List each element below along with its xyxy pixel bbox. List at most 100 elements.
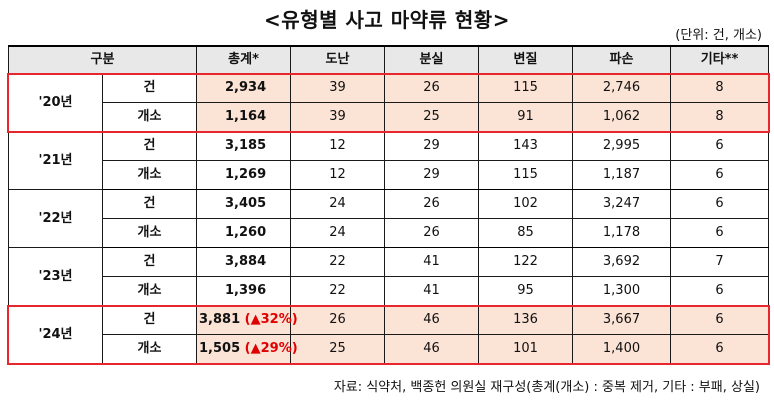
value-cell: 1,062: [572, 102, 672, 132]
value-cell: 24: [290, 218, 386, 248]
kind-cell: 건: [101, 73, 198, 103]
value-cell: 3,692: [572, 247, 672, 277]
value-cell: 26: [384, 189, 480, 219]
value-cell: 39: [290, 102, 386, 132]
header-deterioration: 변질: [478, 45, 574, 74]
value-cell: 6: [670, 334, 770, 364]
value-cell: 26: [290, 305, 386, 335]
value-cell: 85: [478, 218, 574, 248]
change-rate: (▲32%): [244, 312, 298, 327]
table-row: '22년 건 3,405 24 26 102 3,247 6: [8, 189, 770, 248]
value-cell: 29: [384, 160, 480, 190]
value-cell: 1,300: [572, 276, 672, 306]
year-cell: '23년: [8, 247, 103, 306]
value-cell: 1,187: [572, 160, 672, 190]
table-row: 개소 1,260 24 26 85 1,178 6: [9, 218, 770, 248]
header-loss: 분실: [384, 45, 480, 74]
value-cell: 46: [384, 334, 480, 364]
value-cell: 26: [384, 218, 480, 248]
total-cell: 1,396: [196, 276, 292, 306]
table-row: 개소 1,505 (▲29%) 25 46 101 1,400 6: [9, 334, 770, 364]
value-cell: 115: [478, 73, 574, 103]
value-cell: 22: [290, 247, 386, 277]
source-note: 자료: 식약처, 백종헌 의원실 재구성(총계(개소) : 중복 제거, 기타 …: [333, 380, 760, 395]
header-breakage: 파손: [572, 45, 672, 74]
value-cell: 2,746: [572, 73, 672, 103]
total-value: 3,405: [225, 196, 267, 211]
value-cell: 29: [384, 131, 480, 161]
table-row: '23년 건 3,884 22 41 122 3,692 7: [8, 247, 770, 306]
value-cell: 95: [478, 276, 574, 306]
total-cell: 3,185: [196, 131, 292, 161]
total-cell: 1,164: [196, 102, 292, 132]
value-cell: 91: [478, 102, 574, 132]
total-cell: 2,934: [196, 73, 292, 103]
value-cell: 41: [384, 276, 480, 306]
value-cell: 25: [290, 334, 386, 364]
total-value: 1,260: [225, 225, 267, 240]
header-category: 구분: [7, 45, 198, 74]
value-cell: 136: [478, 305, 574, 335]
value-cell: 8: [670, 102, 770, 132]
total-value: 3,185: [225, 138, 267, 153]
kind-cell: 건: [101, 305, 198, 335]
value-cell: 1,178: [572, 218, 672, 248]
value-cell: 39: [290, 73, 386, 103]
value-cell: 6: [670, 160, 770, 190]
value-cell: 12: [290, 160, 386, 190]
incident-table: 구분 총계* 도난 분실 변질 파손 기타** '20년 건 2,934 39 26 11…: [7, 45, 770, 364]
year-cell: '20년: [8, 73, 103, 132]
header-theft: 도난: [290, 45, 386, 74]
total-value: 1,164: [225, 109, 267, 124]
table-row: '24년 건 3,881 (▲32%) 26 46 136 3,667 6: [8, 305, 770, 364]
table-row: 개소 1,269 12 29 115 1,187 6: [9, 160, 770, 190]
kind-cell: 개소: [101, 276, 198, 306]
value-cell: 122: [478, 247, 574, 277]
kind-cell: 건: [101, 247, 198, 277]
table-row: '20년 건 2,934 39 26 115 2,746 8: [8, 73, 770, 132]
value-cell: 22: [290, 276, 386, 306]
year-cell: '21년: [8, 131, 103, 190]
value-cell: 3,247: [572, 189, 672, 219]
value-cell: 3,667: [572, 305, 672, 335]
total-cell: 1,269: [196, 160, 292, 190]
kind-cell: 개소: [101, 218, 198, 248]
header-total: 총계*: [196, 45, 292, 74]
value-cell: 143: [478, 131, 574, 161]
kind-cell: 개소: [101, 334, 198, 364]
total-cell: 1,505 (▲29%): [196, 334, 298, 364]
value-cell: 12: [290, 131, 386, 161]
value-cell: 24: [290, 189, 386, 219]
value-cell: 8: [670, 73, 770, 103]
value-cell: 6: [670, 131, 770, 161]
value-cell: 6: [670, 189, 770, 219]
table-row: 개소 1,164 39 25 91 1,062 8: [9, 102, 770, 132]
header-other: 기타**: [670, 45, 770, 74]
year-cell: '22년: [8, 189, 103, 248]
unit-note: (단위: 건, 개소): [675, 28, 762, 43]
kind-cell: 건: [101, 131, 198, 161]
value-cell: 6: [670, 218, 770, 248]
value-cell: 101: [478, 334, 574, 364]
year-cell: '24년: [8, 305, 103, 364]
kind-cell: 개소: [101, 160, 198, 190]
table-row: '21년 건 3,185 12 29 143 2,995 6: [8, 131, 770, 190]
page-title: <유형별 사고 마약류 현황>: [264, 8, 510, 32]
total-cell: 3,884: [196, 247, 292, 277]
value-cell: 1,400: [572, 334, 672, 364]
value-cell: 6: [670, 276, 770, 306]
total-cell: 3,405: [196, 189, 292, 219]
total-value: 1,396: [225, 283, 267, 298]
total-value: 1,505: [199, 341, 241, 356]
value-cell: 41: [384, 247, 480, 277]
value-cell: 115: [478, 160, 574, 190]
total-cell: 3,881 (▲32%): [196, 305, 298, 335]
total-cell: 1,260: [196, 218, 292, 248]
total-value: 2,934: [225, 80, 267, 95]
value-cell: 7: [670, 247, 770, 277]
value-cell: 6: [670, 305, 770, 335]
header-row: 구분 총계* 도난 분실 변질 파손 기타**: [7, 45, 770, 74]
value-cell: 26: [384, 73, 480, 103]
value-cell: 2,995: [572, 131, 672, 161]
change-rate: (▲29%): [244, 341, 298, 356]
